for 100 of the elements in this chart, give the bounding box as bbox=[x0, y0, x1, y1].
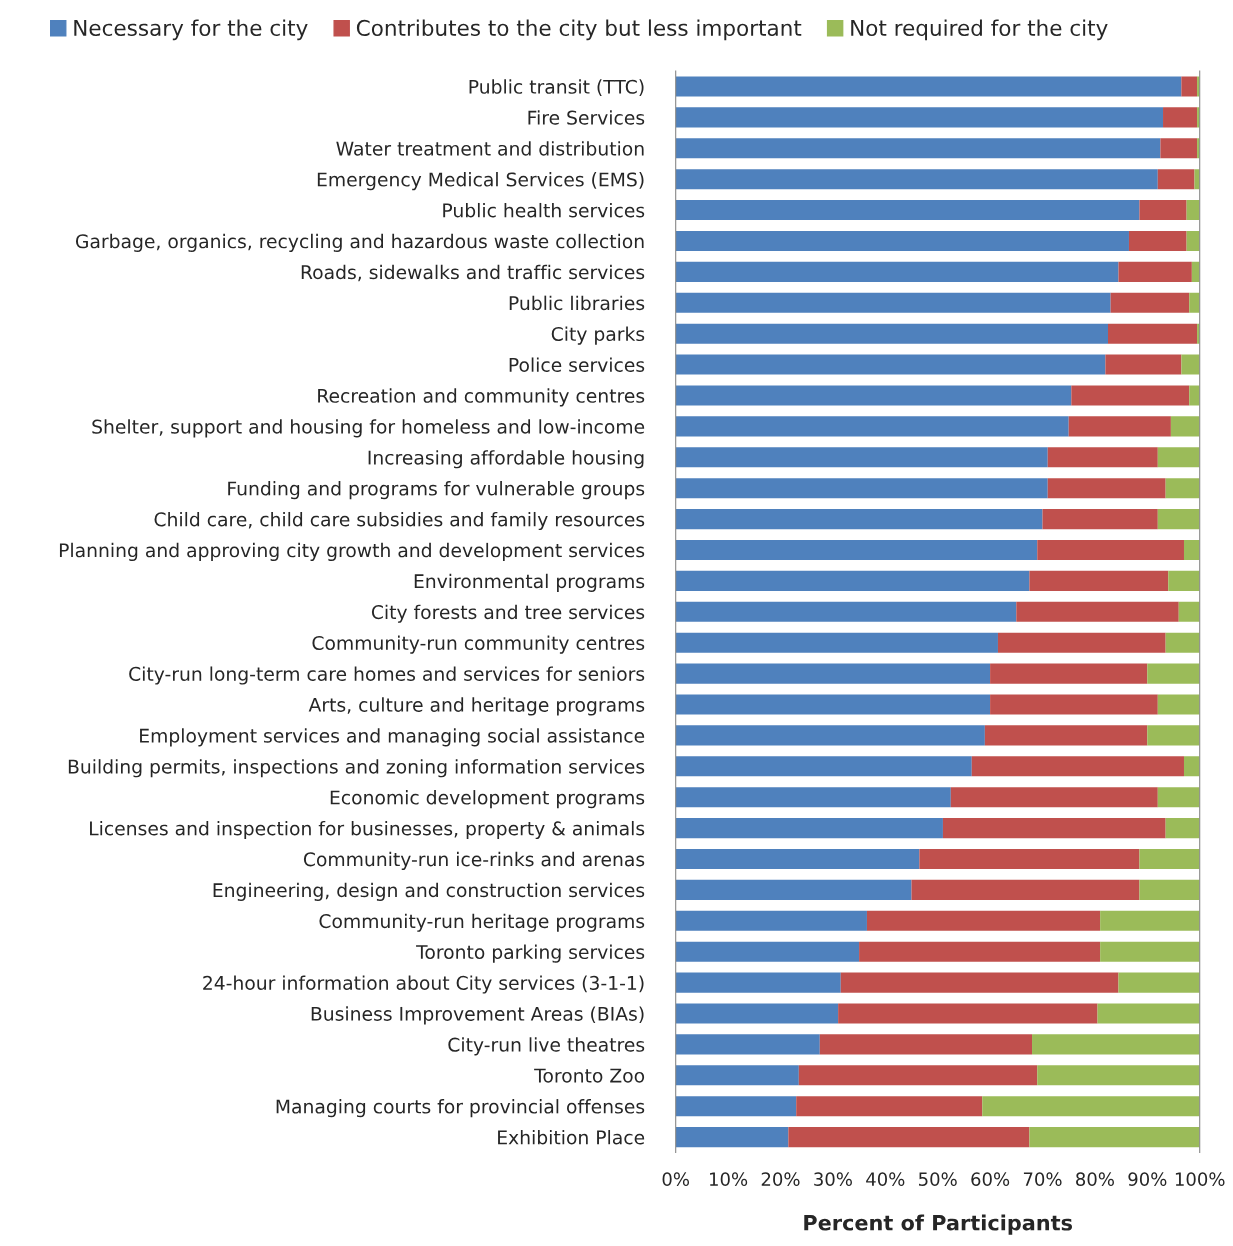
y-tick-label: City-run long-term care homes and services for seniors bbox=[129, 666, 645, 685]
bar bbox=[1165, 818, 1200, 839]
bar bbox=[675, 910, 867, 931]
bar bbox=[675, 787, 951, 808]
y-tick-label: Public libraries bbox=[509, 295, 645, 311]
bar bbox=[1189, 385, 1200, 406]
y-tick-label: Recreation and community centres bbox=[318, 388, 645, 407]
x-tick-label: 50% bbox=[919, 1172, 957, 1186]
bar bbox=[675, 972, 841, 993]
y-tick-label: Emergency Medical Services (EMS) bbox=[317, 172, 644, 191]
y-tick-label: 24-hour information about City services (3-1-1) bbox=[203, 975, 644, 994]
y-tick-label: Garbage, organics, recycling and hazardous waste collection bbox=[75, 233, 644, 252]
x-tick-label: 70% bbox=[1023, 1172, 1062, 1186]
bar bbox=[675, 601, 1017, 622]
bar bbox=[675, 416, 1069, 437]
bar bbox=[1105, 354, 1182, 375]
bar bbox=[819, 1034, 1033, 1055]
bar bbox=[796, 1096, 983, 1117]
bar bbox=[1165, 632, 1200, 653]
bar bbox=[982, 1096, 1200, 1117]
bar bbox=[1108, 323, 1198, 344]
x-tick-label: 20% bbox=[761, 1172, 800, 1186]
bar bbox=[675, 107, 1164, 128]
bar bbox=[1183, 539, 1200, 561]
bar bbox=[1016, 601, 1179, 622]
bar bbox=[788, 1127, 1030, 1148]
bar bbox=[1147, 725, 1200, 746]
bar bbox=[1181, 354, 1200, 375]
bar bbox=[911, 879, 1140, 900]
bar bbox=[919, 848, 1140, 870]
x-tick-label: 10% bbox=[710, 1172, 748, 1186]
bar bbox=[950, 787, 1158, 808]
bar bbox=[1032, 1034, 1200, 1055]
bar bbox=[1165, 478, 1200, 499]
y-tick-label: Toronto Zoo bbox=[534, 1068, 645, 1083]
y-tick-label: Building permits, inspections and zoning information services bbox=[68, 759, 645, 778]
y-tick-label: Environmental programs bbox=[414, 573, 645, 592]
y-tick-label: Economic development programs bbox=[330, 790, 645, 809]
bar bbox=[675, 1065, 799, 1086]
bar bbox=[942, 818, 1166, 839]
bar bbox=[1037, 1065, 1200, 1086]
bar bbox=[1157, 787, 1200, 808]
y-tick-label: Toronto parking services bbox=[416, 944, 645, 963]
bar bbox=[675, 261, 1119, 282]
bar bbox=[990, 694, 1158, 715]
y-tick-label: Planning and approving city growth and development services bbox=[59, 542, 645, 562]
x-tick-label: 40% bbox=[866, 1172, 905, 1186]
bar bbox=[838, 1003, 1098, 1024]
bar bbox=[675, 818, 943, 839]
bar bbox=[1160, 138, 1198, 159]
y-tick-label: Roads, sidewalks and traffic services bbox=[301, 264, 645, 282]
y-tick-label: Managing courts for provincial offenses bbox=[276, 1099, 645, 1118]
bar bbox=[675, 478, 1048, 499]
y-tick-label: Police services bbox=[509, 357, 645, 372]
bar bbox=[1029, 1127, 1200, 1148]
y-tick-label: City forests and tree services bbox=[371, 604, 645, 623]
bar bbox=[859, 941, 1101, 962]
bar bbox=[1100, 910, 1200, 931]
y-tick-label: City-run live theatres bbox=[448, 1037, 645, 1056]
bar bbox=[1071, 385, 1190, 406]
bar bbox=[675, 941, 860, 962]
bar bbox=[1118, 972, 1200, 993]
bar bbox=[675, 570, 1030, 591]
bar bbox=[675, 1003, 839, 1024]
y-tick-label: Fire Services bbox=[528, 110, 645, 125]
y-tick-label: Shelter, support and housing for homeless and low-income bbox=[92, 419, 645, 438]
bar bbox=[1157, 509, 1200, 530]
y-tick-label: Water treatment and distribution bbox=[336, 141, 644, 156]
bar bbox=[1139, 848, 1200, 870]
bar bbox=[675, 848, 920, 870]
bar bbox=[675, 200, 1140, 221]
y-tick-label: Funding and programs for vulnerable groups bbox=[228, 481, 645, 500]
bar bbox=[1100, 941, 1200, 962]
y-tick-label: Licenses and inspection for businesses, property & animals bbox=[90, 820, 645, 840]
y-tick-label: Exhibition Place bbox=[498, 1129, 645, 1145]
bar bbox=[675, 725, 985, 746]
y-tick-label: Child care, child care subsidies and family resources bbox=[154, 511, 645, 531]
bar bbox=[997, 632, 1166, 653]
y-tick-label: Increasing affordable housing bbox=[368, 450, 644, 469]
bar bbox=[1139, 879, 1200, 900]
x-tick-label: 100% bbox=[1175, 1172, 1225, 1186]
bar bbox=[866, 910, 1101, 931]
bar bbox=[675, 632, 998, 653]
bar bbox=[1097, 1003, 1200, 1024]
x-axis-title: Percent of Participants bbox=[804, 1214, 1073, 1235]
bar bbox=[1194, 169, 1200, 190]
bar bbox=[675, 230, 1129, 252]
bar bbox=[1186, 200, 1200, 221]
bar bbox=[971, 756, 1184, 777]
bar bbox=[1178, 601, 1200, 622]
bar bbox=[1139, 200, 1187, 221]
bar bbox=[675, 354, 1106, 375]
bar bbox=[675, 694, 991, 715]
bar bbox=[1168, 570, 1200, 591]
bar bbox=[1181, 76, 1198, 97]
bar bbox=[1042, 509, 1158, 530]
y-tick-label: Community-run ice-rinks and arenas bbox=[303, 851, 645, 871]
bar bbox=[1068, 416, 1171, 437]
bar bbox=[1170, 416, 1200, 437]
bar bbox=[1157, 169, 1195, 190]
